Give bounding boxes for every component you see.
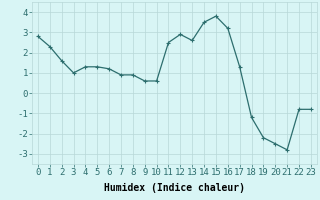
X-axis label: Humidex (Indice chaleur): Humidex (Indice chaleur) [104, 183, 245, 193]
